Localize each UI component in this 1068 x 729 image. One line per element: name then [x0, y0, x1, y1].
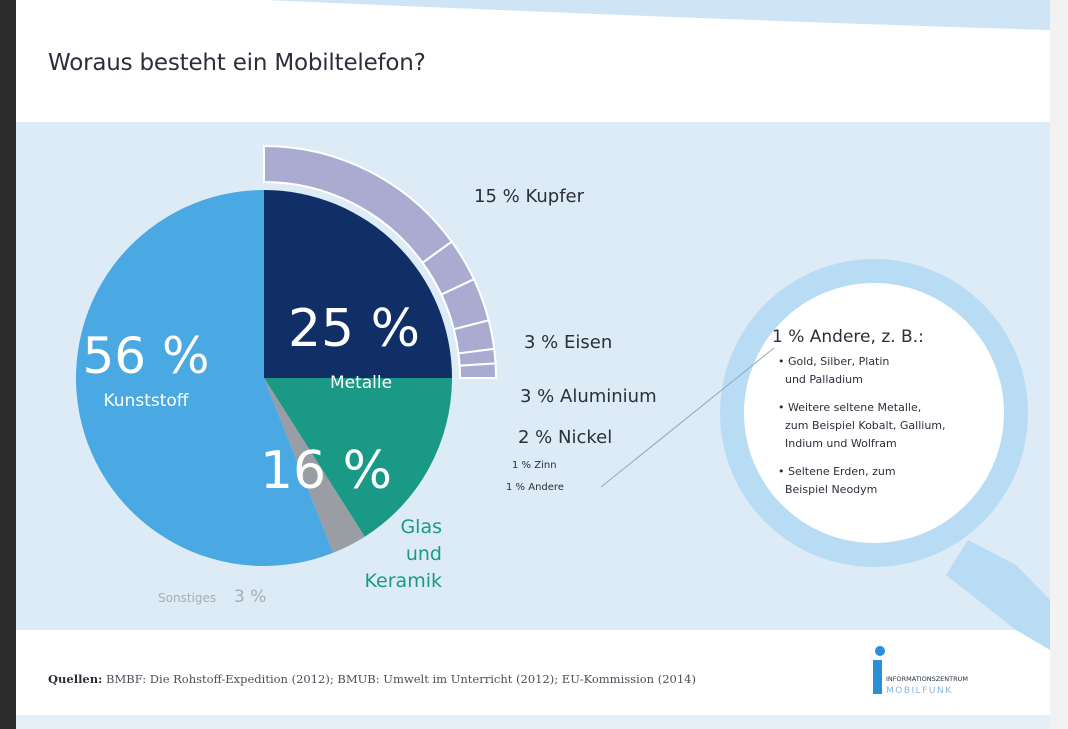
pie-slice-glas: [264, 378, 452, 537]
sources-footer: Quellen: BMBF: Die Rohstoff-Expedition (…: [48, 672, 696, 686]
breakdown-label-andere: 1 % Andere: [506, 482, 564, 493]
label-kunststoff-value: 56 %: [82, 327, 209, 385]
pie-slice-metalle: [264, 190, 452, 378]
breakdown-label-eisen: 3 % Eisen: [524, 332, 612, 353]
pie-slice-kunststoff: [76, 190, 334, 566]
label-metalle: Metalle: [330, 373, 392, 393]
label-glas-line3: Keramik: [365, 570, 442, 592]
magnifier-line-5: Indium und Wolfram: [778, 437, 897, 450]
side-pane: [1050, 0, 1068, 729]
pie-chart: 56 % Kunststoff 25 % Metalle 16 % Glas u…: [76, 0, 1050, 696]
label-glas-line2: und: [406, 543, 442, 565]
breakdown-label-kupfer: 15 % Kupfer: [474, 186, 585, 207]
pie-slices: [76, 190, 452, 566]
label-sonstiges: Sonstiges: [158, 591, 216, 605]
magnifier-heading: 1 % Andere, z. B.:: [772, 327, 924, 347]
label-sonstiges-value: 3 %: [234, 587, 266, 607]
magnifier-lens: [744, 283, 1004, 543]
label-glas-line1: Glas: [400, 516, 442, 538]
metal-breakdown-ring: [263, 144, 498, 379]
breakdown-label-nickel: 2 % Nickel: [518, 427, 612, 448]
logo: INFORMATIONSZENTRUM MOBILFUNK: [873, 646, 968, 696]
magnifier-line-1: • Gold, Silber, Platin: [778, 355, 889, 368]
logo-line1: INFORMATIONSZENTRUM: [886, 675, 968, 683]
label-kunststoff: Kunststoff: [103, 391, 189, 411]
sources-label: Quellen:: [48, 672, 103, 686]
breakdown-label-aluminium: 3 % Aluminium: [520, 386, 657, 407]
logo-i-dot: [875, 646, 885, 656]
ring-segment-5: [458, 362, 498, 379]
magnifier-line-7: Beispiel Neodym: [778, 483, 877, 496]
breakdown-label-zinn: 1 % Zinn: [512, 460, 557, 471]
label-glas-value: 16 %: [260, 441, 392, 501]
logo-i-stem: [873, 660, 882, 694]
sources-text: BMBF: Die Rohstoff-Expedition (2012); BM…: [106, 672, 696, 686]
pie-slice-sonstiges: [264, 378, 365, 553]
magnifier-handle: [946, 540, 1050, 650]
magnifier-line-2: und Palladium: [778, 373, 863, 386]
logo-line2: MOBILFUNK: [886, 686, 953, 696]
magnifier-line-4: zum Beispiel Kobalt, Gallium,: [778, 419, 946, 432]
decor-top-stripe: [266, 0, 1050, 30]
magnifier-icon: [720, 259, 1050, 650]
bottom-band: [16, 715, 1050, 729]
infographic-frame: Woraus besteht ein Mobiltelefon? 56 % Ku…: [16, 0, 1050, 729]
magnifier-line-6: • Seltene Erden, zum: [778, 465, 896, 478]
page-title: Woraus besteht ein Mobiltelefon?: [48, 50, 426, 76]
label-metalle-value: 25 %: [288, 299, 420, 359]
magnifier-line-3: • Weitere seltene Metalle,: [778, 401, 921, 414]
connector-line: [600, 347, 775, 488]
